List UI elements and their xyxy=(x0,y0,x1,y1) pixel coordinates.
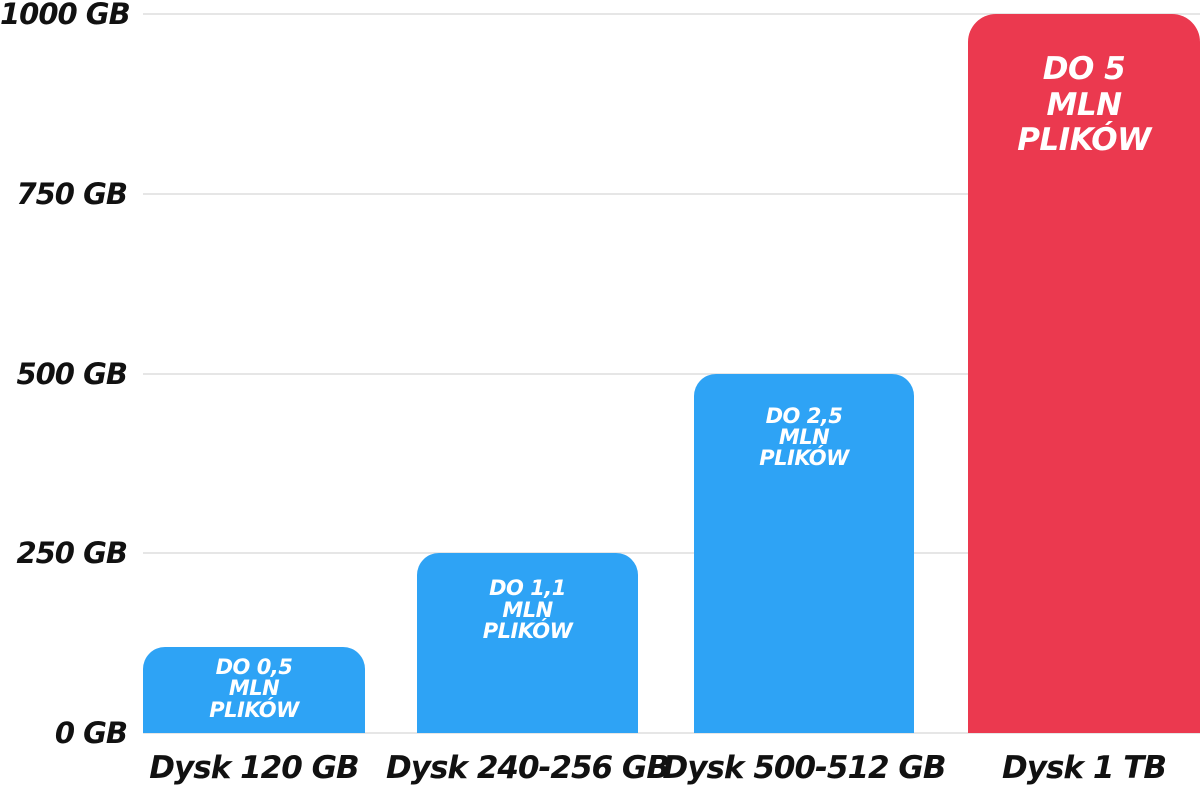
gridline-1000 xyxy=(143,13,1200,15)
x-category-label-1: Dysk 240-256 GB xyxy=(386,750,670,786)
bar-0: DO 0,5 MLN PLIKÓW xyxy=(143,646,365,733)
gridline-0 xyxy=(143,732,1200,734)
bar-value-label-1: DO 1,1 MLN PLIKÓW xyxy=(482,576,573,644)
gridline-750 xyxy=(143,192,1200,195)
y-tick-label-1000: 1000 GB xyxy=(0,0,131,31)
bar-value-label-0: DO 0,5 MLN PLIKÓW xyxy=(209,654,299,722)
bar-value-label-2: DO 2,5 MLN PLIKÓW xyxy=(759,403,849,471)
y-tick-label-500: 500 GB xyxy=(16,356,128,391)
bar-1: DO 1,1 MLN PLIKÓW xyxy=(417,553,638,733)
bar-2: DO 2,5 MLN PLIKÓW xyxy=(694,373,914,733)
bar-value-label-3: DO 5 MLN PLIKÓW xyxy=(1017,51,1151,159)
y-tick-label-750: 750 GB xyxy=(16,176,128,211)
x-category-label-2: Dysk 500-512 GB xyxy=(662,750,947,786)
gridline-250 xyxy=(143,552,1200,555)
bar-3: DO 5 MLN PLIKÓW xyxy=(968,14,1200,733)
y-tick-label-0: 0 GB xyxy=(54,716,128,750)
y-tick-label-250: 250 GB xyxy=(16,536,128,571)
x-category-label-3: Dysk 1 TB xyxy=(1002,750,1167,786)
x-category-label-0: Dysk 120 GB xyxy=(149,750,359,786)
gridline-500 xyxy=(143,372,1200,375)
